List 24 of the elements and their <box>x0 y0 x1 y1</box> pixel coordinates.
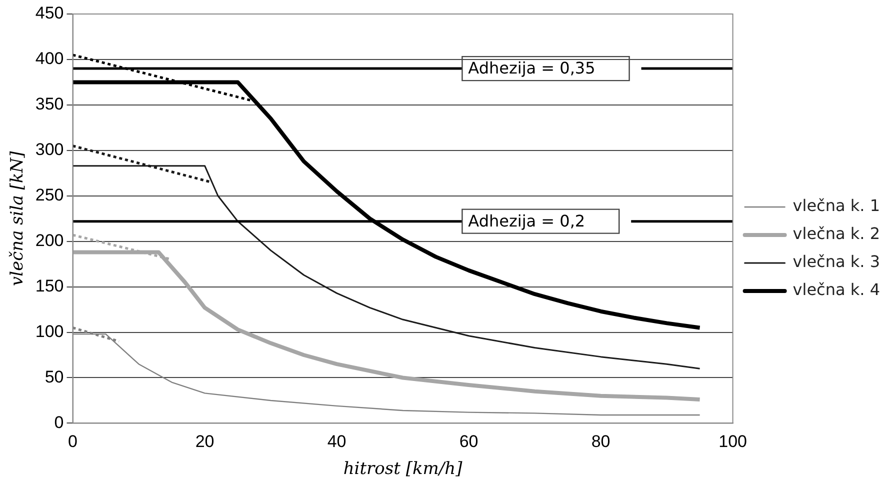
x-tick-label: 60 <box>459 432 478 452</box>
y-tick-label: 250 <box>35 186 64 205</box>
x-tick-label: 40 <box>327 432 346 452</box>
y-tick-label: 450 <box>35 4 64 23</box>
y-tick-label: 400 <box>35 49 64 68</box>
legend-label: vlečna k. 4 <box>792 280 880 300</box>
y-tick-label: 200 <box>35 231 64 250</box>
y-tick-label: 100 <box>35 322 64 341</box>
x-tick-label: 20 <box>195 432 214 452</box>
legend-label: vlečna k. 1 <box>792 196 880 216</box>
legend-label: vlečna k. 3 <box>792 252 880 272</box>
y-tick-label: 0 <box>54 412 64 432</box>
x-axis-title: hitrost [km/h] <box>343 459 463 480</box>
y-axis-title: vlečna sila [kN] <box>8 150 28 286</box>
annotation: Adhezija = 0,35 <box>468 58 596 78</box>
y-tick-label: 300 <box>35 140 64 160</box>
legend-label: vlečna k. 2 <box>792 224 880 244</box>
y-tick-label: 50 <box>44 367 64 386</box>
x-tick-label: 100 <box>718 432 747 452</box>
y-tick-label: 150 <box>35 276 64 296</box>
annotation: Adhezija = 0,2 <box>468 211 586 230</box>
y-tick-label: 350 <box>35 94 64 114</box>
x-tick-label: 80 <box>591 432 610 452</box>
x-tick-label: 0 <box>68 432 78 452</box>
